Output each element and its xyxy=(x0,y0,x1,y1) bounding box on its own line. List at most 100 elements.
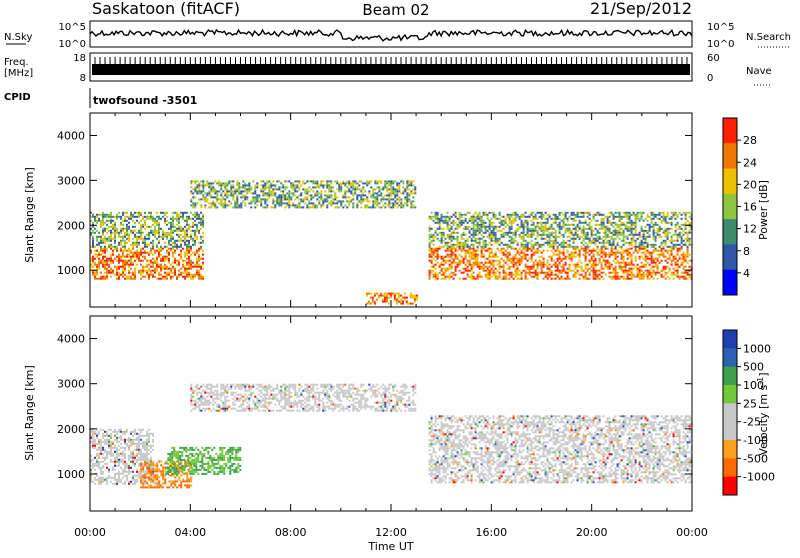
heatmap-cell xyxy=(330,188,332,190)
heatmap-cell xyxy=(376,194,378,196)
heatmap-cell xyxy=(505,234,507,236)
heatmap-cell xyxy=(96,266,98,268)
heatmap-cell xyxy=(465,234,467,236)
heatmap-cell xyxy=(406,196,408,198)
heatmap-cell xyxy=(374,301,376,303)
heatmap-cell xyxy=(461,214,463,216)
heatmap-cell xyxy=(156,270,158,272)
heatmap-cell xyxy=(481,230,483,232)
heatmap-cell xyxy=(176,278,178,280)
heatmap-cell xyxy=(541,252,543,254)
heatmap-cell xyxy=(555,232,557,234)
heatmap-cell xyxy=(503,234,505,236)
heatmap-cell xyxy=(348,204,350,206)
heatmap-cell xyxy=(655,244,657,246)
heatmap-cell xyxy=(657,234,659,236)
heatmap-cell xyxy=(629,264,631,266)
heatmap-cell xyxy=(182,230,184,232)
heatmap-cell xyxy=(581,246,583,248)
heatmap-cell xyxy=(288,202,290,204)
heatmap-cell xyxy=(178,254,180,256)
heatmap-cell xyxy=(172,222,174,224)
heatmap-cell xyxy=(264,202,266,204)
heatmap-cell xyxy=(559,252,561,254)
heatmap-cell xyxy=(619,232,621,234)
heatmap-cell xyxy=(441,258,443,260)
heatmap-cell xyxy=(525,270,527,272)
heatmap-cell xyxy=(108,264,110,266)
heatmap-cell xyxy=(575,276,577,278)
heatmap-cell xyxy=(449,254,451,256)
heatmap-cell xyxy=(114,242,116,244)
heatmap-cell xyxy=(374,293,376,295)
heatmap-cell xyxy=(198,274,200,276)
heatmap-cell xyxy=(176,246,178,248)
heatmap-cell xyxy=(467,266,469,268)
heatmap-cell xyxy=(122,246,124,248)
heatmap-cell xyxy=(591,236,593,238)
heatmap-cell xyxy=(531,220,533,222)
heatmap-cell xyxy=(376,198,378,200)
heatmap-cell xyxy=(463,232,465,234)
heatmap-cell xyxy=(585,248,587,250)
heatmap-cell xyxy=(308,180,310,182)
heatmap-cell xyxy=(589,260,591,262)
heatmap-cell xyxy=(447,212,449,214)
heatmap-cell xyxy=(449,260,451,262)
heatmap-cell xyxy=(595,238,597,240)
heatmap-cell xyxy=(621,256,623,258)
heatmap-cell xyxy=(585,234,587,236)
heatmap-cell xyxy=(322,198,324,200)
heatmap-cell xyxy=(124,248,126,250)
heatmap-cell xyxy=(294,204,296,206)
heatmap-cell xyxy=(643,234,645,236)
heatmap-cell xyxy=(533,216,535,218)
heatmap-cell xyxy=(611,224,613,226)
heatmap-cell xyxy=(565,232,567,234)
heatmap-cell xyxy=(194,186,196,188)
heatmap-cell xyxy=(140,278,142,280)
heatmap-cell xyxy=(100,272,102,274)
heatmap-cell xyxy=(577,224,579,226)
heatmap-cell xyxy=(599,212,601,214)
heatmap-cell xyxy=(114,230,116,232)
heatmap-cell xyxy=(461,238,463,240)
heatmap-cell xyxy=(380,194,382,196)
heatmap-cell xyxy=(589,240,591,242)
heatmap-cell xyxy=(449,276,451,278)
heatmap-cell xyxy=(160,254,162,256)
heatmap-cell xyxy=(669,250,671,252)
heatmap-cell xyxy=(370,180,372,182)
heatmap-cell xyxy=(412,188,414,190)
heatmap-cell xyxy=(96,254,98,256)
heatmap-cell xyxy=(102,449,104,451)
heatmap-cell xyxy=(631,230,633,232)
heatmap-cell xyxy=(352,182,354,184)
heatmap-cell xyxy=(156,212,158,214)
heatmap-cell xyxy=(384,202,386,204)
heatmap-cell xyxy=(495,240,497,242)
heatmap-cell xyxy=(120,242,122,244)
heatmap-cell xyxy=(483,270,485,272)
heatmap-cell xyxy=(106,214,108,216)
heatmap-cell xyxy=(467,240,469,242)
heatmap-cell xyxy=(266,192,268,194)
heatmap-cell xyxy=(491,244,493,246)
heatmap-cell xyxy=(585,260,587,262)
heatmap-cell xyxy=(260,180,262,182)
heatmap-cell xyxy=(356,206,358,208)
heatmap-cell xyxy=(140,248,142,250)
heatmap-cell xyxy=(106,443,108,445)
heatmap-cell xyxy=(198,250,200,252)
heatmap-cell xyxy=(461,272,463,274)
heatmap-cell xyxy=(473,252,475,254)
heatmap-cell xyxy=(100,242,102,244)
heatmap-cell xyxy=(489,260,491,262)
heatmap-cell xyxy=(202,254,204,256)
heatmap-cell xyxy=(525,250,527,252)
heatmap-cell xyxy=(164,222,166,224)
heatmap-cell xyxy=(96,240,98,242)
heatmap-cell xyxy=(685,244,687,246)
heatmap-cell xyxy=(184,268,186,270)
heatmap-cell xyxy=(182,236,184,238)
